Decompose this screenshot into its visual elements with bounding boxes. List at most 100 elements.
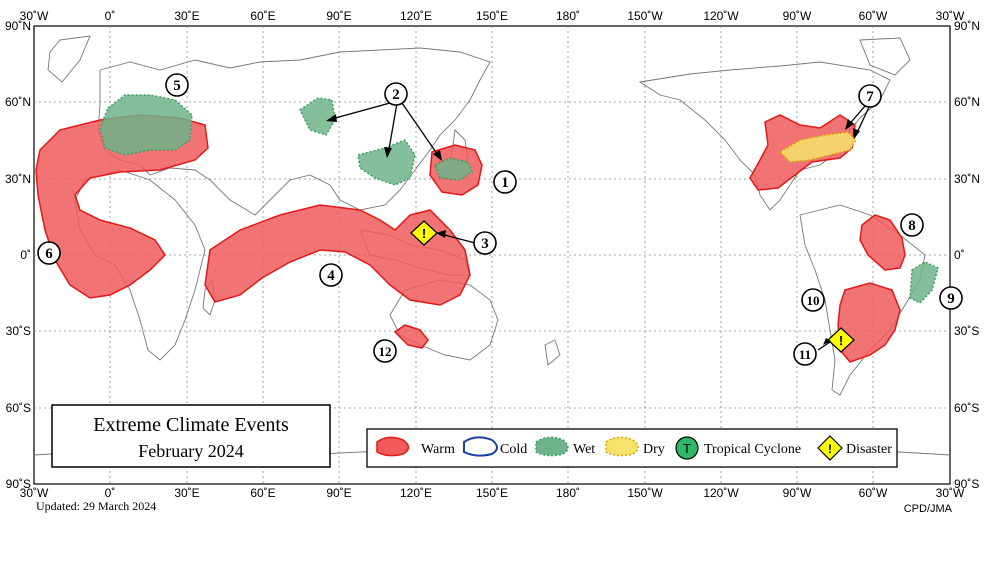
svg-text:30˚S: 30˚S [6, 324, 31, 338]
event-circle-10 [801, 288, 825, 312]
svg-text:0˚: 0˚ [20, 248, 31, 262]
event-circle-1 [493, 170, 517, 194]
event-labels [37, 73, 963, 366]
svg-text:30˚S: 30˚S [954, 324, 979, 338]
svg-text:60˚W: 60˚W [859, 486, 888, 500]
wet-region-5 [99, 94, 193, 156]
legend-disaster-icon [817, 435, 843, 461]
svg-text:60˚N: 60˚N [954, 95, 980, 109]
event-circle-12 [373, 339, 397, 363]
svg-text:120˚W: 120˚W [703, 486, 739, 500]
legend: Warm Cold Wet Dry T Tropical Cyclone ! D… [366, 428, 898, 468]
wet-region-2b [357, 139, 416, 186]
svg-text:90˚E: 90˚E [326, 486, 351, 500]
event-number-7: 7 [866, 89, 874, 105]
svg-text:90˚W: 90˚W [783, 486, 812, 500]
legend-disaster-label: Disaster [846, 442, 892, 457]
svg-text:90˚S: 90˚S [6, 477, 31, 491]
event-number-4: 4 [327, 268, 335, 284]
lon-labels-bottom: 30˚W 0˚ 30˚E 60˚E 90˚E 120˚E 150˚E 180˚ … [20, 486, 965, 500]
svg-text:150˚W: 150˚W [627, 486, 663, 500]
svg-text:60˚E: 60˚E [250, 9, 275, 23]
svg-text:30˚N: 30˚N [5, 172, 31, 186]
event-number-11: 11 [799, 347, 811, 362]
svg-text:150˚E: 150˚E [476, 486, 508, 500]
lat-labels-left: 90˚N 60˚N 30˚N 0˚ 30˚S 60˚S 90˚S [5, 19, 31, 491]
svg-text:120˚E: 120˚E [400, 486, 432, 500]
wet-region-2a [299, 97, 336, 136]
warm-region-8 [859, 214, 906, 271]
wet-regions [99, 94, 939, 304]
new-zealand [544, 339, 561, 366]
svg-text:0˚: 0˚ [105, 486, 116, 500]
svg-text:180˚: 180˚ [556, 9, 580, 23]
greenland [47, 35, 91, 83]
event-number-6: 6 [45, 246, 53, 262]
svg-text:0˚: 0˚ [954, 248, 965, 262]
pointer-arrows [327, 102, 871, 351]
event-circle-9 [939, 286, 963, 310]
warm-region-4 [204, 204, 471, 306]
svg-text:60˚S: 60˚S [954, 401, 979, 415]
svg-text:30˚E: 30˚E [174, 486, 199, 500]
event-number-3: 3 [481, 236, 489, 252]
map-period: February 2024 [138, 441, 243, 461]
svg-text:90˚S: 90˚S [954, 477, 979, 491]
disaster-marker-11: ! [827, 327, 855, 353]
event-circle-11 [793, 342, 817, 366]
svg-text:60˚S: 60˚S [6, 401, 31, 415]
svg-text:150˚E: 150˚E [476, 9, 508, 23]
svg-text:90˚N: 90˚N [5, 19, 31, 33]
svg-text:90˚E: 90˚E [326, 9, 351, 23]
svg-text:30˚E: 30˚E [174, 9, 199, 23]
svg-text:30˚W: 30˚W [936, 9, 965, 23]
event-number-10: 10 [807, 293, 820, 308]
event-numbers: 1 2 3 4 5 6 7 8 9 10 11 12 [45, 78, 955, 362]
svg-text:60˚W: 60˚W [859, 9, 888, 23]
event-number-2: 2 [392, 87, 400, 103]
legend-dry-label: Dry [643, 442, 665, 457]
svg-text:120˚W: 120˚W [703, 9, 739, 23]
arctic-islands [859, 37, 911, 76]
north-america [638, 61, 891, 211]
dry-region-7 [778, 131, 857, 163]
arrow-heads [326, 114, 860, 345]
svg-text:30˚N: 30˚N [954, 172, 980, 186]
wet-region-2c [434, 157, 473, 181]
credit: CPD/JMA [904, 503, 953, 515]
title-box: Extreme Climate Events February 2024 [51, 404, 331, 468]
svg-text:150˚W: 150˚W [627, 9, 663, 23]
event-number-1: 1 [501, 175, 509, 191]
event-circle-3 [473, 231, 497, 255]
disaster-marker-3: ! [410, 220, 438, 246]
legend-warm-swatch [376, 436, 410, 457]
legend-dry-swatch [605, 436, 639, 457]
warm-regions [35, 114, 906, 363]
legend-tc-icon [675, 436, 699, 460]
event-number-5: 5 [173, 78, 181, 94]
event-circle-8 [900, 213, 924, 237]
svg-text:120˚E: 120˚E [400, 9, 432, 23]
warm-region-10 [837, 282, 901, 363]
svg-text:30˚W: 30˚W [20, 9, 49, 23]
lon-labels-top: 30˚W 0˚ 30˚E 60˚E 90˚E 120˚E 150˚E 180˚ … [20, 9, 965, 23]
event-circle-2 [384, 82, 408, 106]
legend-tc-label: Tropical Cyclone [704, 442, 801, 457]
updated-date: Updated: 29 March 2024 [36, 499, 156, 513]
event-circle-4 [319, 263, 343, 287]
lat-labels-right: 90˚N 60˚N 30˚N 0˚ 30˚S 60˚S 90˚S [954, 19, 980, 491]
svg-text:!: ! [422, 226, 426, 241]
svg-text:T: T [683, 441, 691, 456]
eurasia [97, 47, 491, 216]
event-number-12: 12 [379, 344, 392, 359]
event-number-8: 8 [908, 218, 916, 234]
svg-text:!: ! [828, 442, 832, 456]
legend-warm-label: Warm [421, 442, 455, 457]
legend-wet-label: Wet [573, 442, 595, 457]
svg-text:!: ! [839, 333, 843, 348]
legend-cold-swatch [463, 436, 498, 457]
svg-text:60˚E: 60˚E [250, 486, 275, 500]
event-number-9: 9 [947, 291, 955, 307]
svg-text:30˚W: 30˚W [936, 486, 965, 500]
